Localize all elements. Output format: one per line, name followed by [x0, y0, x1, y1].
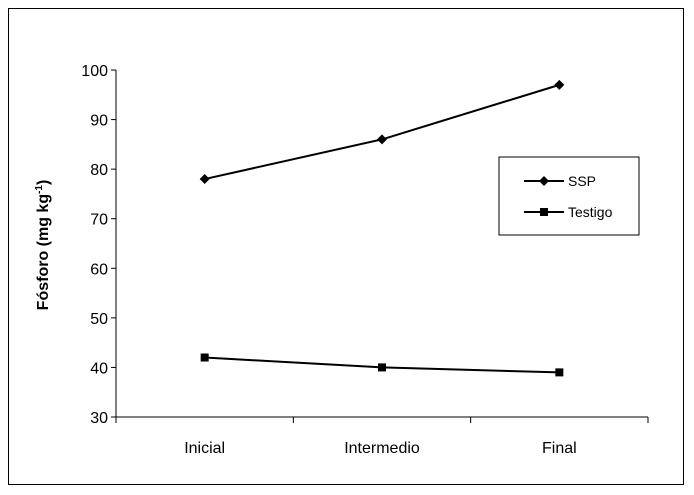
- legend-marker-ssp: [539, 176, 549, 186]
- legend-box: [498, 156, 640, 236]
- series-testigo: [200, 353, 564, 377]
- y-ticks: 30 40 50 60 70 80 90 100: [81, 63, 116, 427]
- data-point-testigo: [378, 363, 386, 372]
- y-axis-title-superscript: -1: [34, 185, 45, 194]
- y-tick-label: 60: [90, 261, 108, 278]
- y-axis-title: Fósforo (mg kg-1): [34, 180, 52, 311]
- x-tick-label: Inicial: [184, 440, 225, 457]
- y-tick-label: 50: [90, 311, 108, 328]
- y-tick-label: 30: [90, 410, 108, 427]
- y-tick-label: 90: [90, 113, 108, 130]
- y-tick-label: 70: [90, 212, 108, 229]
- data-point-ssp: [377, 134, 387, 145]
- axes: [115, 70, 648, 418]
- data-point-testigo: [200, 353, 209, 362]
- series-group: [199, 79, 565, 377]
- data-point-ssp: [199, 174, 210, 185]
- data-point-testigo: [555, 368, 564, 377]
- chart-frame: [8, 8, 684, 485]
- x-ticks: Inicial Intermedio Final: [115, 417, 649, 457]
- y-tick-label: 100: [81, 63, 108, 80]
- legend-label-ssp: SSP: [568, 173, 596, 189]
- y-tick-label: 40: [90, 360, 108, 377]
- legend-marker-testigo: [540, 208, 548, 216]
- legend-label-testigo: Testigo: [568, 204, 613, 220]
- y-tick-label: 80: [90, 162, 108, 179]
- legend: SSP Testigo: [498, 156, 640, 236]
- data-point-ssp: [554, 79, 565, 90]
- x-tick-label: Final: [542, 440, 577, 457]
- series-ssp: [199, 79, 565, 185]
- x-tick-label: Intermedio: [344, 440, 420, 457]
